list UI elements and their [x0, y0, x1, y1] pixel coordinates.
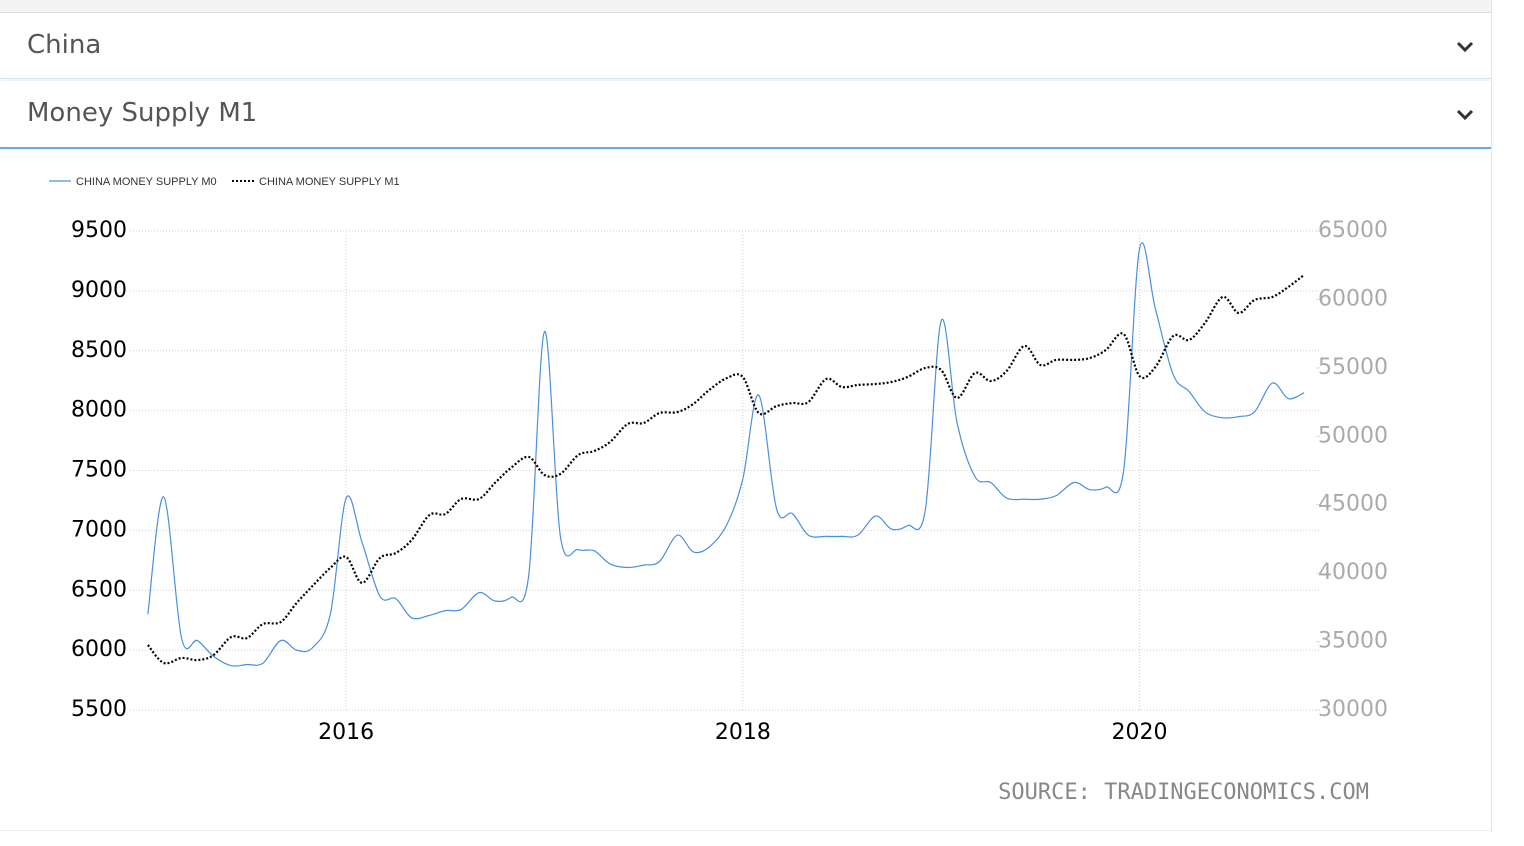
right-border: [1491, 0, 1492, 832]
source-note: SOURCE: TRADINGECONOMICS.COM: [998, 780, 1369, 805]
top-bar: [0, 0, 1491, 13]
legend-label: CHINA MONEY SUPPLY M0: [76, 176, 217, 188]
y2-tick-label: 40000: [1318, 560, 1388, 585]
bottom-border: [0, 830, 1492, 831]
y2-tick-label: 35000: [1318, 629, 1388, 654]
y2-tick-label: 50000: [1318, 423, 1388, 448]
y-tick-label: 6000: [71, 637, 127, 662]
x-tick-label: 2016: [318, 720, 374, 745]
country-dropdown[interactable]: China: [0, 13, 1491, 79]
dropdown-label: Money Supply M1: [27, 98, 258, 128]
chart: SOURCE: TRADINGECONOMICS.COM 5500 6000 650…: [49, 176, 1388, 805]
y2-tick-label: 60000: [1318, 286, 1388, 311]
x-tick-label: 2018: [715, 720, 771, 745]
legend-label: CHINA MONEY SUPPLY M1: [259, 176, 400, 188]
y-tick-label: 9500: [71, 218, 127, 243]
y2-tick-label: 55000: [1318, 355, 1388, 380]
y-tick-label: 6500: [71, 577, 127, 602]
chevron: [1456, 109, 1474, 121]
y-tick-label: 7500: [71, 458, 127, 483]
dropdown-label: China: [27, 30, 102, 60]
y-tick-label: 5500: [71, 697, 127, 722]
x-tick-label: 2020: [1112, 720, 1168, 745]
y2-tick-label: 30000: [1318, 697, 1388, 722]
series-line: [146, 274, 1305, 665]
indicator-dropdown[interactable]: Money Supply M1: [0, 81, 1491, 149]
series-line: [147, 242, 1305, 667]
y-tick-label: 8500: [71, 338, 127, 363]
y2-tick-label: 65000: [1318, 218, 1388, 243]
chevron: [1456, 41, 1474, 53]
y-tick-label: 8000: [71, 398, 127, 423]
y-tick-label: 7000: [71, 517, 127, 542]
y2-tick-label: 45000: [1318, 492, 1388, 517]
y-tick-label: 9000: [71, 278, 127, 303]
